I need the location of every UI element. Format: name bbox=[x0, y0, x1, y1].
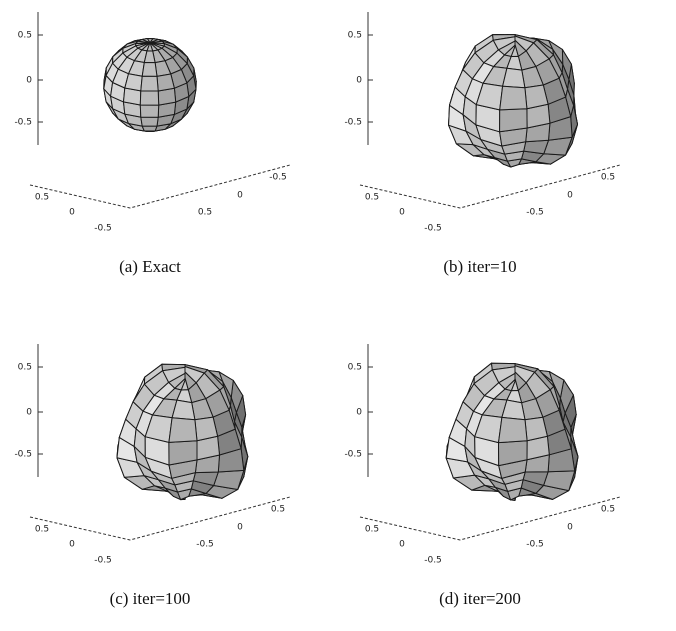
z-tick-label: 0.5 bbox=[18, 363, 32, 373]
y-tick-label: 0.5 bbox=[601, 173, 615, 183]
mesh-face bbox=[140, 105, 158, 117]
mesh-face bbox=[142, 63, 157, 77]
mesh-face bbox=[141, 117, 158, 126]
x-tick-label: -0.5 bbox=[94, 556, 112, 566]
y-tick-label: 0.5 bbox=[271, 505, 285, 515]
y-tick-label: 0.5 bbox=[198, 208, 212, 218]
figure: 0.5 0 -0.5 0.5 0 -0.5 0.5 0 -0.5 (a) Exact 0.5 0 -0.… bbox=[0, 0, 676, 631]
floor-axes bbox=[360, 165, 620, 208]
z-tick-label: 0.5 bbox=[18, 31, 32, 41]
z-tick-label: 0.5 bbox=[348, 363, 362, 373]
mesh-face bbox=[157, 74, 174, 91]
panel: 0.5 0 -0.5 0.5 0 -0.5 -0.5 0 0.5 (b) iter=10 bbox=[344, 12, 620, 276]
mesh-face bbox=[142, 126, 157, 131]
x-tick-label: 0.5 bbox=[35, 525, 49, 535]
panel: 0.5 0 -0.5 0.5 0 -0.5 -0.5 0 0.5 (c) iter=100 bbox=[14, 344, 290, 608]
x-tick-label: 0.5 bbox=[365, 193, 379, 203]
z-tick-label: 0 bbox=[26, 408, 32, 418]
panel: 0.5 0 -0.5 0.5 0 -0.5 -0.5 0 0.5 (d) iter=200 bbox=[344, 344, 620, 608]
mesh-face bbox=[503, 68, 525, 88]
mesh-face bbox=[525, 417, 547, 441]
y-tick-label: 0 bbox=[237, 191, 243, 201]
caption: (d) iter=200 bbox=[439, 589, 521, 608]
y-tick-label: 0 bbox=[567, 191, 573, 201]
floor-axes bbox=[30, 497, 290, 540]
mesh-face bbox=[524, 140, 549, 153]
x-tick-label: 0 bbox=[69, 540, 75, 550]
floor-axes bbox=[30, 165, 290, 208]
z-tick-label: -0.5 bbox=[344, 450, 362, 460]
x-tick-label: 0 bbox=[399, 540, 405, 550]
mesh-face bbox=[140, 91, 158, 105]
z-tick-label: 0 bbox=[356, 76, 362, 86]
panel: 0.5 0 -0.5 0.5 0 -0.5 0.5 0 -0.5 (a) Exact bbox=[14, 12, 290, 276]
y-tick-label: 0.5 bbox=[601, 505, 615, 515]
mesh-face bbox=[169, 418, 197, 443]
mesh-face bbox=[500, 109, 527, 132]
x-tick-label: 0 bbox=[399, 208, 405, 218]
mesh-face bbox=[125, 74, 142, 91]
y-tick-label: -0.5 bbox=[196, 540, 214, 550]
z-tick-label: -0.5 bbox=[14, 118, 32, 128]
y-tick-label: 0 bbox=[567, 523, 573, 533]
caption: (a) Exact bbox=[119, 257, 181, 276]
x-tick-label: 0.5 bbox=[365, 525, 379, 535]
x-tick-label: -0.5 bbox=[424, 556, 442, 566]
z-tick-label: 0.5 bbox=[348, 31, 362, 41]
mesh-face bbox=[500, 86, 527, 110]
y-tick-label: -0.5 bbox=[526, 208, 544, 218]
z-tick-label: -0.5 bbox=[344, 118, 362, 128]
y-tick-label: 0 bbox=[237, 523, 243, 533]
x-tick-label: 0.5 bbox=[35, 193, 49, 203]
caption: (c) iter=100 bbox=[110, 589, 191, 608]
floor-axes bbox=[360, 497, 620, 540]
mesh-face bbox=[195, 417, 218, 441]
x-tick-label: 0 bbox=[69, 208, 75, 218]
mesh-face bbox=[141, 76, 158, 91]
x-tick-label: -0.5 bbox=[94, 224, 112, 234]
z-tick-label: 0 bbox=[356, 408, 362, 418]
z-tick-label: -0.5 bbox=[14, 450, 32, 460]
z-tick-label: 0 bbox=[26, 76, 32, 86]
y-tick-label: -0.5 bbox=[526, 540, 544, 550]
mesh-face bbox=[525, 85, 548, 109]
mesh-face bbox=[499, 417, 528, 442]
y-tick-label: -0.5 bbox=[269, 173, 287, 183]
caption: (b) iter=10 bbox=[443, 257, 516, 276]
x-tick-label: -0.5 bbox=[424, 224, 442, 234]
